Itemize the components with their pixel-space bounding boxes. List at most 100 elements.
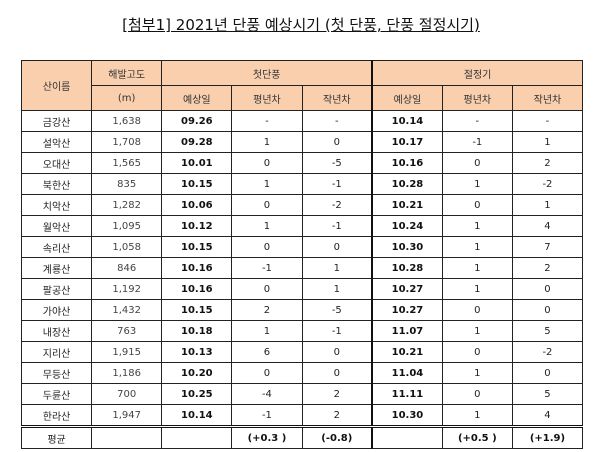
mountain-name: 팔공산 <box>20 278 93 300</box>
peak-date: 10.16 <box>371 152 443 174</box>
header-altitude-unit: (m) <box>91 85 163 111</box>
altitude: 1,192 <box>91 278 163 300</box>
peak-vs-last: 7 <box>511 236 584 258</box>
first-date: 10.12 <box>161 215 233 237</box>
mountain-name: 지리산 <box>20 341 93 363</box>
altitude: 1,947 <box>91 404 163 427</box>
first-vs-normal: -4 <box>231 383 303 405</box>
mountain-name: 가야산 <box>20 299 93 321</box>
peak-vs-last: - <box>511 110 584 132</box>
table-row: 지리산 1,915 10.13 6 0 10.21 0 -2 <box>20 341 584 363</box>
first-date: 10.15 <box>161 299 233 321</box>
mountain-name: 한라산 <box>20 404 93 427</box>
first-vs-last: -5 <box>301 299 373 321</box>
altitude: 1,095 <box>91 215 163 237</box>
document-title: [첨부1] 2021년 단풍 예상시기 (첫 단풍, 단풍 절정시기) <box>122 16 480 34</box>
header-peak-date: 예상일 <box>371 85 443 111</box>
peak-vs-last: 4 <box>511 404 584 427</box>
peak-date: 10.27 <box>371 278 443 300</box>
average-row: 평균 (+0.3 ) (-0.8) (+0.5 ) (+1.9) <box>20 425 584 449</box>
first-date: 09.26 <box>161 110 233 132</box>
first-date: 09.28 <box>161 131 233 153</box>
average-first-vs-last: (-0.8) <box>301 425 373 449</box>
first-date: 10.13 <box>161 341 233 363</box>
first-vs-normal: 0 <box>231 152 303 174</box>
altitude: 1,282 <box>91 194 163 216</box>
table-row: 두륜산 700 10.25 -4 2 11.11 0 5 <box>20 383 584 405</box>
mountain-name: 북한산 <box>20 173 93 195</box>
peak-vs-last: 0 <box>511 299 584 321</box>
altitude: 835 <box>91 173 163 195</box>
altitude: 846 <box>91 257 163 279</box>
average-peak-vs-last: (+1.9) <box>511 425 584 449</box>
altitude: 763 <box>91 320 163 342</box>
peak-vs-last: -2 <box>511 173 584 195</box>
mountain-name: 치악산 <box>20 194 93 216</box>
header-peak-vs-last: 작년차 <box>511 85 584 111</box>
peak-vs-normal: -1 <box>441 131 513 153</box>
peak-vs-normal: 1 <box>441 320 513 342</box>
peak-vs-last: 2 <box>511 257 584 279</box>
table-row: 속리산 1,058 10.15 0 0 10.30 1 7 <box>20 236 584 258</box>
first-vs-normal: 1 <box>231 215 303 237</box>
first-vs-last: 2 <box>301 404 373 427</box>
first-vs-last: 0 <box>301 341 373 363</box>
peak-vs-normal: 1 <box>441 236 513 258</box>
first-vs-normal: 0 <box>231 278 303 300</box>
peak-date: 10.27 <box>371 299 443 321</box>
first-vs-normal: 6 <box>231 341 303 363</box>
peak-date: 10.14 <box>371 110 443 132</box>
peak-vs-normal: - <box>441 110 513 132</box>
first-date: 10.16 <box>161 257 233 279</box>
peak-vs-last: 1 <box>511 131 584 153</box>
altitude: 1,915 <box>91 341 163 363</box>
first-vs-last: 1 <box>301 278 373 300</box>
table-row: 계룡산 846 10.16 -1 1 10.28 1 2 <box>20 257 584 279</box>
header-altitude: 해발고도 <box>91 60 163 86</box>
peak-date: 11.04 <box>371 362 443 384</box>
first-date: 10.06 <box>161 194 233 216</box>
first-vs-normal: 1 <box>231 320 303 342</box>
peak-vs-normal: 1 <box>441 173 513 195</box>
peak-vs-normal: 0 <box>441 152 513 174</box>
altitude: 1,708 <box>91 131 163 153</box>
peak-vs-normal: 1 <box>441 257 513 279</box>
table-row: 금강산 1,638 09.26- -10.14- - <box>20 110 584 132</box>
header-mountain: 산이름 <box>20 60 93 111</box>
first-vs-last: 1 <box>301 257 373 279</box>
header-first-vs-last: 작년차 <box>301 85 373 111</box>
average-first-vs-normal: (+0.3 ) <box>231 425 303 449</box>
first-vs-normal: 1 <box>231 173 303 195</box>
header-peak-vs-normal: 평년차 <box>441 85 513 111</box>
table-row: 설악산 1,708 09.28 1 0 10.17 -1 1 <box>20 131 584 153</box>
first-date: 10.20 <box>161 362 233 384</box>
first-vs-last: -2 <box>301 194 373 216</box>
peak-date: 10.21 <box>371 341 443 363</box>
altitude: 1,638 <box>91 110 163 132</box>
header-peak-foliage: 절정기 <box>371 60 584 86</box>
peak-date: 11.07 <box>371 320 443 342</box>
first-vs-normal: - <box>231 110 303 132</box>
peak-date: 11.11 <box>371 383 443 405</box>
peak-vs-normal: 1 <box>441 404 513 427</box>
first-vs-normal: 0 <box>231 362 303 384</box>
altitude: 1,186 <box>91 362 163 384</box>
average-peak-vs-normal: (+0.5 ) <box>441 425 513 449</box>
table-row: 가야산 1,432 10.15 2 -5 10.27 0 0 <box>20 299 584 321</box>
altitude: 1,432 <box>91 299 163 321</box>
peak-vs-last: 2 <box>511 152 584 174</box>
mountain-name: 계룡산 <box>20 257 93 279</box>
first-date: 10.15 <box>161 236 233 258</box>
average-altitude <box>91 425 163 449</box>
first-date: 10.16 <box>161 278 233 300</box>
peak-vs-last: 5 <box>511 320 584 342</box>
first-date: 10.15 <box>161 173 233 195</box>
mountain-name: 설악산 <box>20 131 93 153</box>
peak-vs-normal: 1 <box>441 278 513 300</box>
mountain-name: 오대산 <box>20 152 93 174</box>
table-row: 팔공산 1,192 10.16 0 1 10.27 1 0 <box>20 278 584 300</box>
first-date: 10.01 <box>161 152 233 174</box>
peak-vs-last: 0 <box>511 278 584 300</box>
foliage-forecast-table: 산이름 해발고도 첫단풍 절정기 (m) 예상일 평년차 작년차 예상일 평년차… <box>20 60 584 449</box>
peak-vs-last: 5 <box>511 383 584 405</box>
